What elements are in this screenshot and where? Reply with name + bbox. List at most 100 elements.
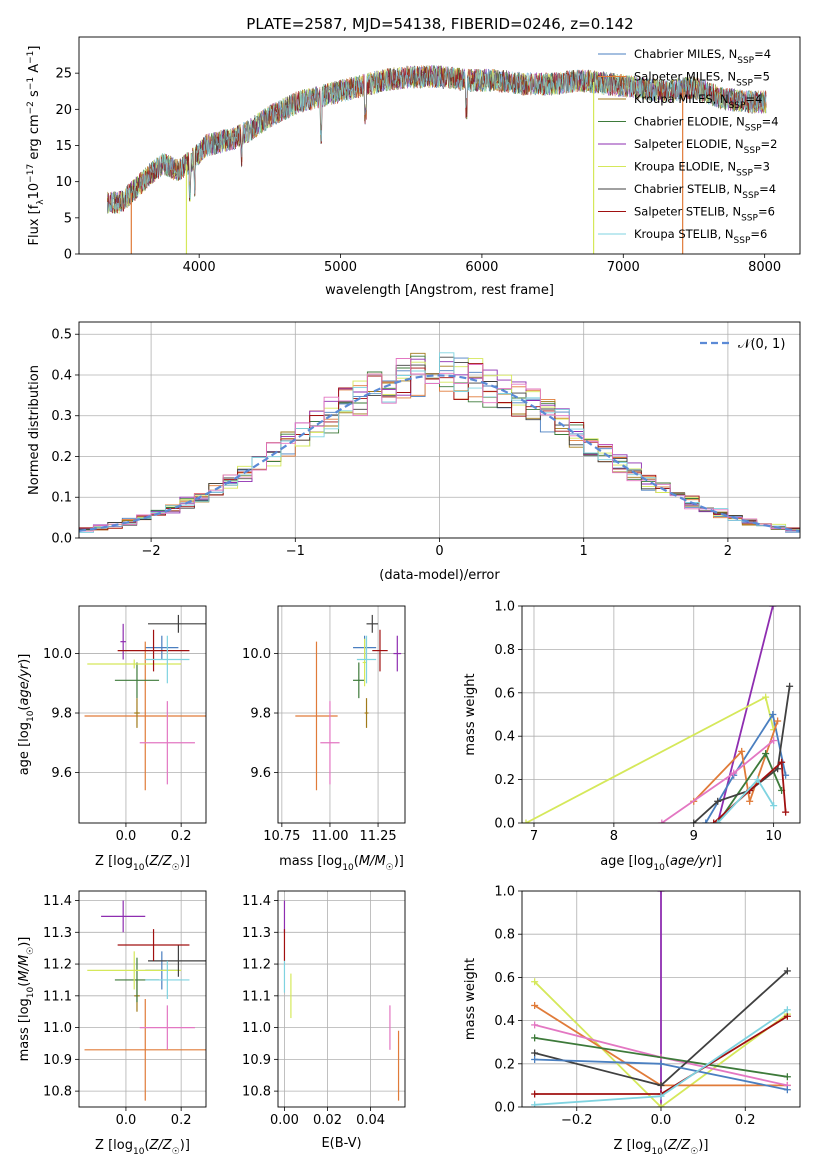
- x-axis-label: Z [log10(Z/Z☉)]: [614, 1138, 709, 1157]
- x-tick-label: 9: [690, 829, 698, 844]
- plot-area: [79, 322, 800, 538]
- label-part: M/M: [359, 854, 386, 869]
- label-part: Kroupa ELODIE, N: [634, 160, 736, 174]
- label-part: SSP: [742, 191, 759, 201]
- panel-massweight_vs_Z: −0.2 0.0 0.2 0.0 0.2 0.4 0.6 0.8 1.0 mass weight Z…: [463, 885, 801, 1157]
- y-tick-label: 20: [55, 103, 72, 118]
- x-axis-label: Z [log10(Z/Z☉)]: [95, 854, 190, 873]
- axes-frame: [521, 890, 801, 1108]
- label-part: A: [27, 64, 42, 77]
- x-tick-label: 0.0: [651, 1113, 672, 1128]
- legend-label: Chabrier MILES, NSSP=4: [634, 47, 771, 66]
- label-part: SSP: [736, 169, 753, 179]
- y-axis-label: Flux [fλ10−17 erg cm−2 s−1 A−1]: [26, 46, 46, 246]
- x-axis-label: mass [log10(M/M☉)]: [279, 854, 404, 873]
- x-tick-label: −2: [142, 544, 161, 559]
- legend-label: Kroupa STELIB, NSSP=6: [634, 227, 767, 246]
- label-part: −1: [26, 77, 36, 90]
- x-axis-label: wavelength [Angstrom, rest frame]: [325, 283, 554, 298]
- x-tick-label: 6000: [465, 260, 498, 275]
- label-part: Kroupa STELIB, N: [634, 227, 734, 241]
- label-part: )]: [394, 854, 404, 869]
- x-axis-label: (data-model)/error: [379, 568, 500, 583]
- x-axis-label: age [log10(age/yr)]: [600, 854, 722, 873]
- y-tick-label: 0.8: [494, 928, 515, 943]
- x-tick-label: −1: [286, 544, 305, 559]
- axes-frame: [521, 605, 801, 824]
- label-part: ]: [27, 46, 42, 51]
- x-tick-label: 0: [435, 544, 443, 559]
- label-part: SSP: [729, 101, 746, 111]
- axes-frame: [78, 605, 207, 824]
- label-part: Kroupa MILES, N: [634, 92, 729, 106]
- y-tick-label: 0.2: [51, 450, 72, 465]
- x-tick-label: 0.0: [116, 829, 137, 844]
- y-tick-label: 10.8: [43, 1085, 72, 1100]
- label-part: Z [log: [95, 1138, 133, 1153]
- label-part: (: [17, 982, 32, 987]
- weight-line-salpeter_miles: [693, 720, 779, 802]
- legend-label: Salpeter ELODIE, NSSP=2: [634, 137, 777, 156]
- y-tick-label: 9.8: [51, 707, 72, 722]
- y-tick-label: 0.0: [494, 817, 515, 832]
- label-part: ☉: [172, 1147, 180, 1157]
- y-tick-label: 0.4: [494, 730, 515, 745]
- label-part: (: [354, 854, 359, 869]
- y-tick-label: 11.0: [43, 1021, 72, 1036]
- label-part: age [log: [600, 854, 653, 869]
- label-part: 10: [26, 986, 36, 998]
- label-part: age [log: [17, 722, 32, 775]
- label-part: SSP: [736, 79, 753, 89]
- y-tick-label: 10.8: [242, 1085, 271, 1100]
- y-tick-label: 11.4: [242, 894, 271, 909]
- panel-age_vs_mass: 10.75 11.00 11.25 9.6 9.8 10.0 mass [log10(M/M…: [242, 605, 406, 873]
- label-part: =6: [758, 205, 775, 219]
- y-axis-label: age [log10(age/yr)]: [17, 654, 36, 776]
- x-axis-label: Z [log10(Z/Z☉)]: [95, 1138, 190, 1157]
- x-tick-label: 5000: [324, 260, 357, 275]
- x-tick-label: 0.02: [313, 1113, 342, 1128]
- label-part: −17: [26, 164, 36, 183]
- axes-frame: [78, 890, 207, 1108]
- y-axis-label: Normed distribution: [27, 365, 42, 495]
- label-part: SSP: [745, 124, 762, 134]
- y-tick-label: 11.1: [242, 989, 271, 1004]
- label-part: 10: [651, 1147, 663, 1157]
- label-part: SSP: [734, 236, 751, 246]
- y-axis-label: mass weight: [463, 673, 478, 755]
- legend-label: Salpeter STELIB, NSSP=6: [634, 205, 775, 224]
- y-tick-label: 0.8: [494, 643, 515, 658]
- x-tick-label: 4000: [183, 260, 216, 275]
- label-part: )]: [712, 854, 722, 869]
- x-tick-label: 10: [765, 829, 782, 844]
- label-part: s: [27, 90, 42, 101]
- plot-area: [522, 606, 800, 823]
- label-part: Flux [f: [27, 204, 42, 245]
- label-part: )]: [17, 654, 32, 664]
- label-part: )]: [698, 1138, 708, 1153]
- label-part: =5: [753, 70, 770, 84]
- plot-area: [522, 891, 800, 1107]
- legend-label: Kroupa ELODIE, NSSP=3: [634, 160, 770, 179]
- y-tick-label: 11.2: [242, 958, 271, 973]
- label-part: SSP: [737, 56, 754, 66]
- label-part: )]: [180, 1138, 190, 1153]
- y-tick-label: 11.3: [242, 926, 271, 941]
- x-tick-label: 10.75: [263, 829, 300, 844]
- y-tick-label: 0.3: [51, 409, 72, 424]
- label-part: Salpeter ELODIE, N: [634, 137, 744, 151]
- label-part: =2: [761, 137, 778, 151]
- spectrum-line-kroupa_stelib: [107, 65, 767, 215]
- axes-frame: [78, 36, 801, 255]
- panel-massweight_vs_age: 7 8 9 10 0.0 0.2 0.4 0.6 0.8 1.0 mass weight age [l…: [463, 600, 801, 873]
- panel-age_vs_Z: 0.0 0.29.69.810.0Z [log10(Z/Z☉)]age [log1…: [17, 605, 207, 873]
- weight-line-chabrier_elodie: [534, 1037, 788, 1078]
- figure-title: PLATE=2587, MJD=54138, FIBERID=0246, z=0…: [246, 15, 633, 33]
- weight-line-kroupa_stelib: [717, 778, 775, 823]
- x-tick-label: 7000: [607, 260, 640, 275]
- label-part: ☉: [26, 947, 36, 955]
- label-part: −2: [26, 101, 36, 114]
- label-part: Salpeter STELIB, N: [634, 205, 741, 219]
- y-tick-label: 10.9: [43, 1053, 72, 1068]
